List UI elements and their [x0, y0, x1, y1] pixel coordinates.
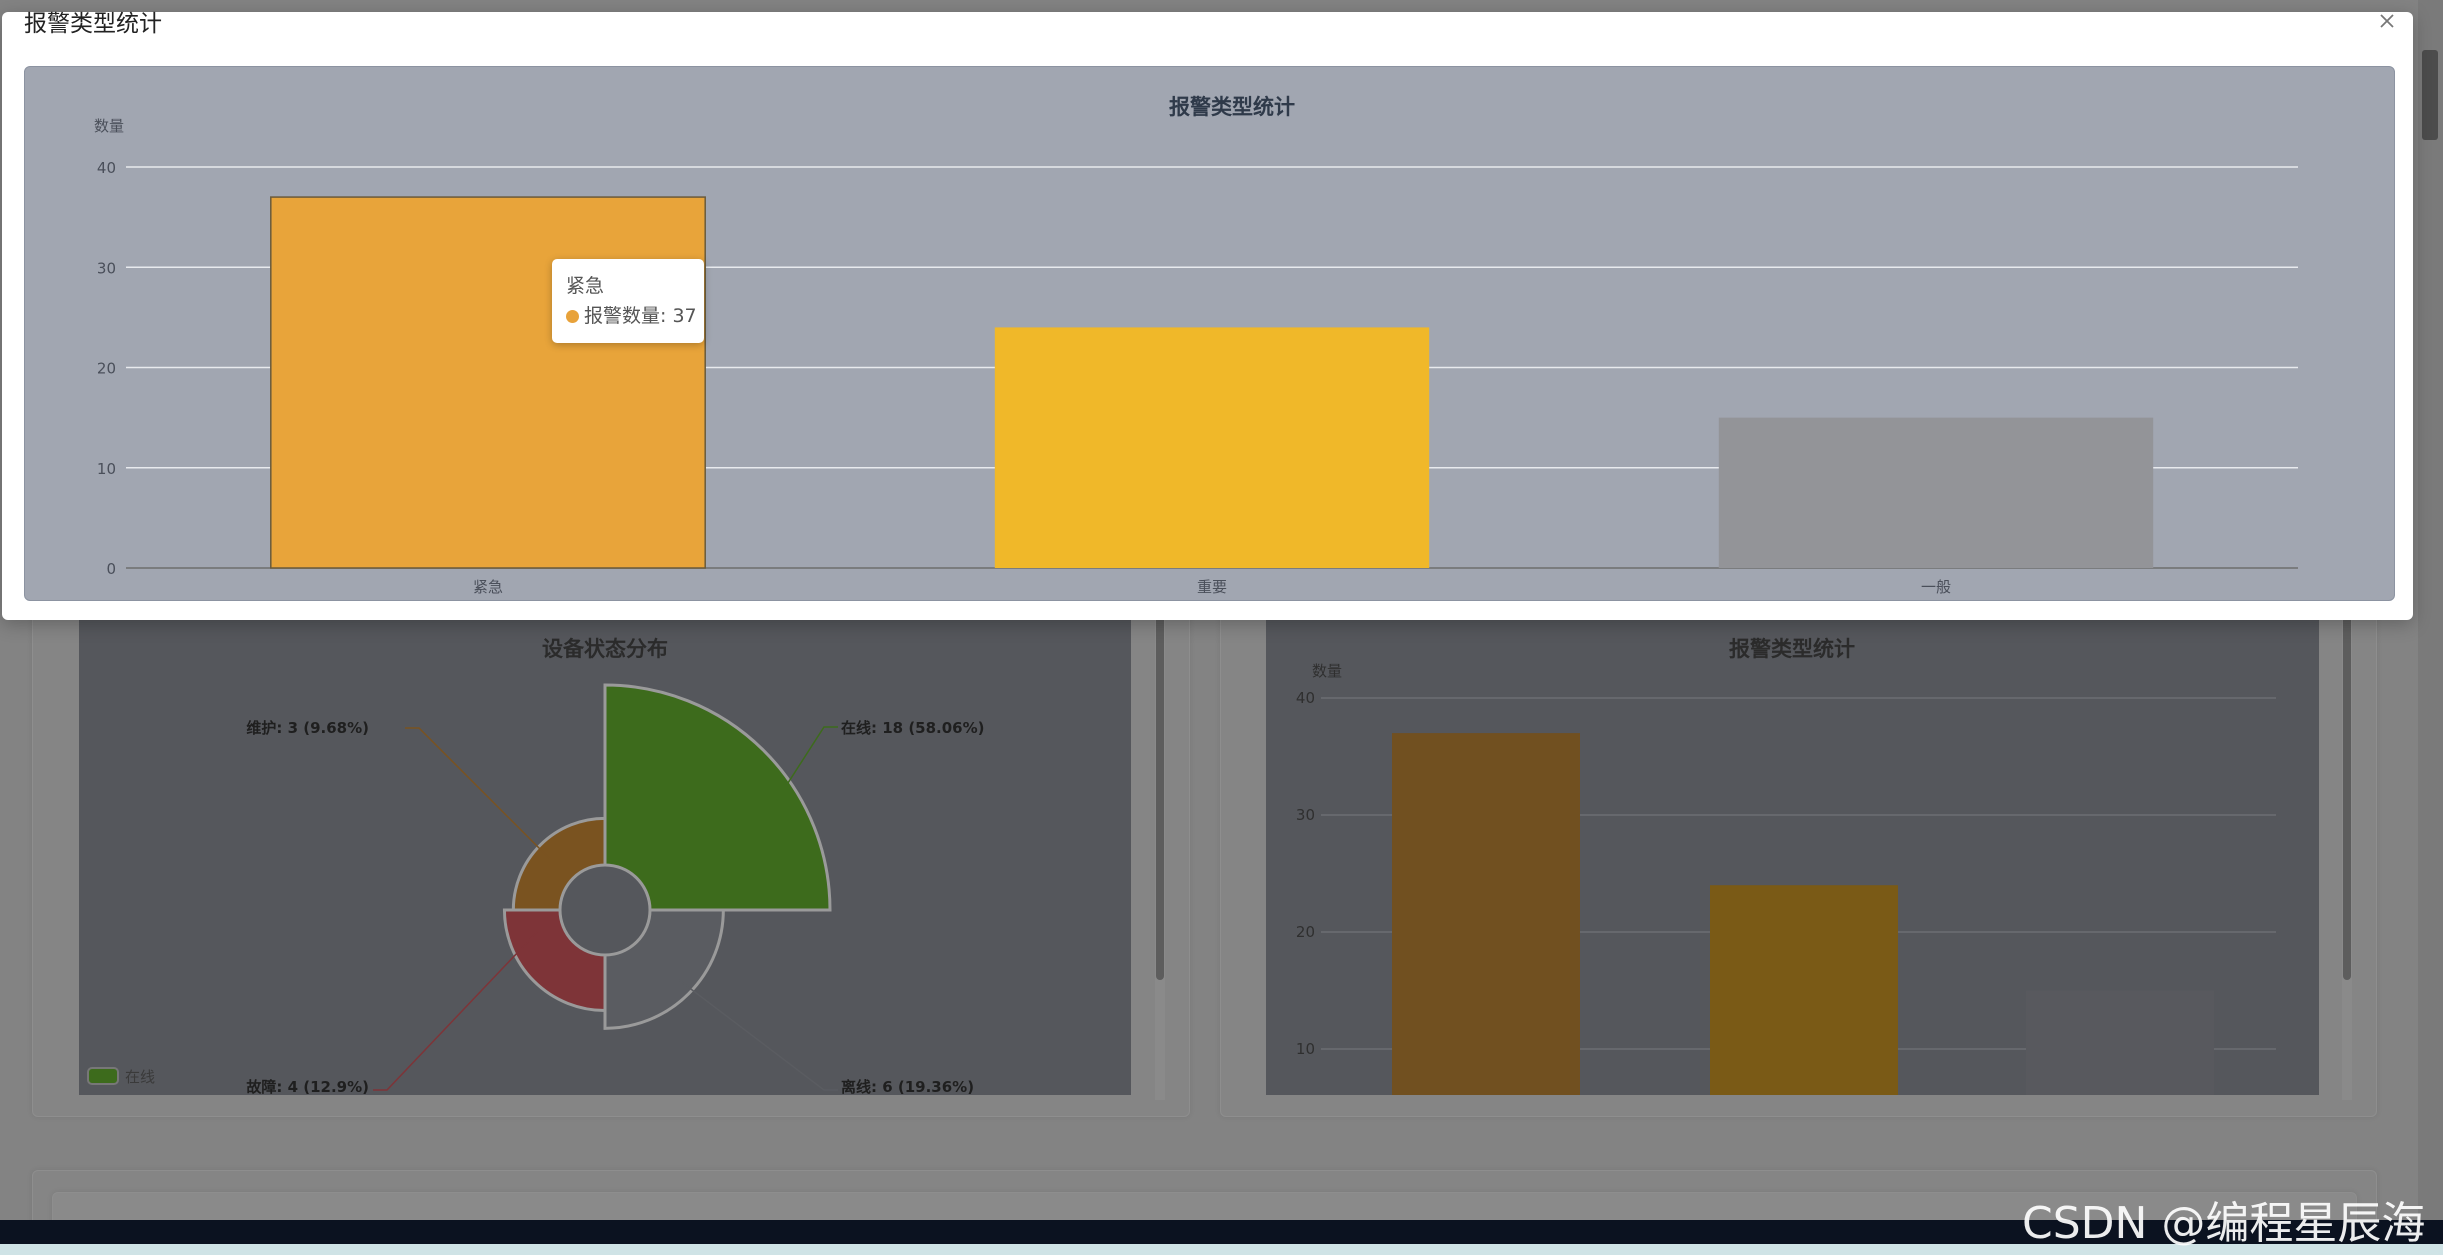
- x-tick-label: 紧急: [473, 578, 503, 596]
- y-axis-label: 数量: [94, 117, 124, 135]
- legend-label: 在线: [125, 1068, 155, 1086]
- watermark: CSDN @编程星辰海: [2022, 1198, 2426, 1249]
- bar: [1718, 417, 2154, 568]
- pie-leader-line: [678, 979, 838, 1091]
- left-card-scrollbar-thumb[interactable]: [1156, 600, 1164, 980]
- bg-bar: [2026, 990, 2214, 1095]
- pie-slice: [511, 816, 607, 912]
- pie-leader-line: [373, 929, 540, 1091]
- pie-slice-label: 离线: 6 (19.36%): [841, 1078, 974, 1095]
- pie-slice-label: 故障: 4 (12.9%): [246, 1078, 369, 1095]
- bg-y-tick-label: 20: [1296, 923, 1315, 941]
- y-tick-label: 40: [97, 159, 116, 177]
- taskbar-strip: [0, 1244, 2443, 1255]
- tooltip-series-dot: [566, 310, 579, 323]
- y-tick-label: 20: [97, 360, 116, 378]
- pie-leader-line: [405, 727, 550, 859]
- chart-tooltip: 紧急 报警数量: 37: [552, 259, 704, 343]
- bg-y-tick-label: 30: [1296, 806, 1315, 824]
- pie-leader-line: [776, 726, 838, 801]
- pie-slice-label: 维护: 3 (9.68%): [246, 719, 369, 737]
- modal-title: 报警类型统计: [24, 11, 162, 37]
- pie-slice: [603, 683, 832, 912]
- page-scrollbar-track[interactable]: [2418, 0, 2443, 1220]
- alarm-type-chart-panel: 报警类型统计 数量 0 10 20 30 40 紧急 重要 一般 紧急 报警数量: 37: [24, 66, 2395, 601]
- tooltip-series-value: 报警数量: 37: [584, 305, 697, 327]
- alarm-type-chart-bg: 报警类型统计数量 10 20 30 40: [1266, 600, 2319, 1095]
- bg-y-axis-label: 数量: [1312, 662, 1342, 680]
- y-tick-label: 30: [97, 259, 116, 277]
- bg-y-tick-label: 40: [1296, 689, 1315, 707]
- pie-slice: [502, 908, 607, 1013]
- tooltip-category: 紧急: [566, 275, 605, 297]
- pie-slice-label: 在线: 18 (58.06%): [841, 719, 985, 737]
- right-card-scrollbar-thumb[interactable]: [2343, 600, 2351, 980]
- x-tick-label: 一般: [1921, 578, 1951, 596]
- bar: [270, 196, 706, 569]
- device-status-chart: 设备状态分布在线: 18 (58.06%) 离线: 6 (19.36%) 故障: 4…: [79, 600, 1131, 1096]
- page-scrollbar-thumb[interactable]: [2422, 50, 2438, 140]
- legend-swatch: [87, 1067, 119, 1085]
- y-tick-label: 10: [97, 460, 116, 478]
- bar: [994, 327, 1430, 568]
- chart-title: 报警类型统计: [1169, 95, 1295, 119]
- bg-bar: [1392, 733, 1580, 1095]
- pie-title: 设备状态分布: [542, 637, 668, 661]
- bg-y-tick-label: 10: [1296, 1040, 1315, 1058]
- modal-header: 报警类型统计: [2, 11, 2413, 62]
- bg-chart-title: 报警类型统计: [1729, 637, 1855, 661]
- chart-modal: 报警类型统计 报警类型统计 数量 0 10 20 30 40 紧急 重要 一般 紧急 报警数量: …: [2, 11, 2413, 620]
- x-tick-label: 重要: [1197, 578, 1227, 596]
- close-icon[interactable]: [2372, 6, 2402, 36]
- close-icon-svg: [2380, 14, 2394, 28]
- pie-slice: [603, 908, 725, 1030]
- y-tick-label: 0: [106, 560, 116, 578]
- bg-bar: [1710, 885, 1898, 1095]
